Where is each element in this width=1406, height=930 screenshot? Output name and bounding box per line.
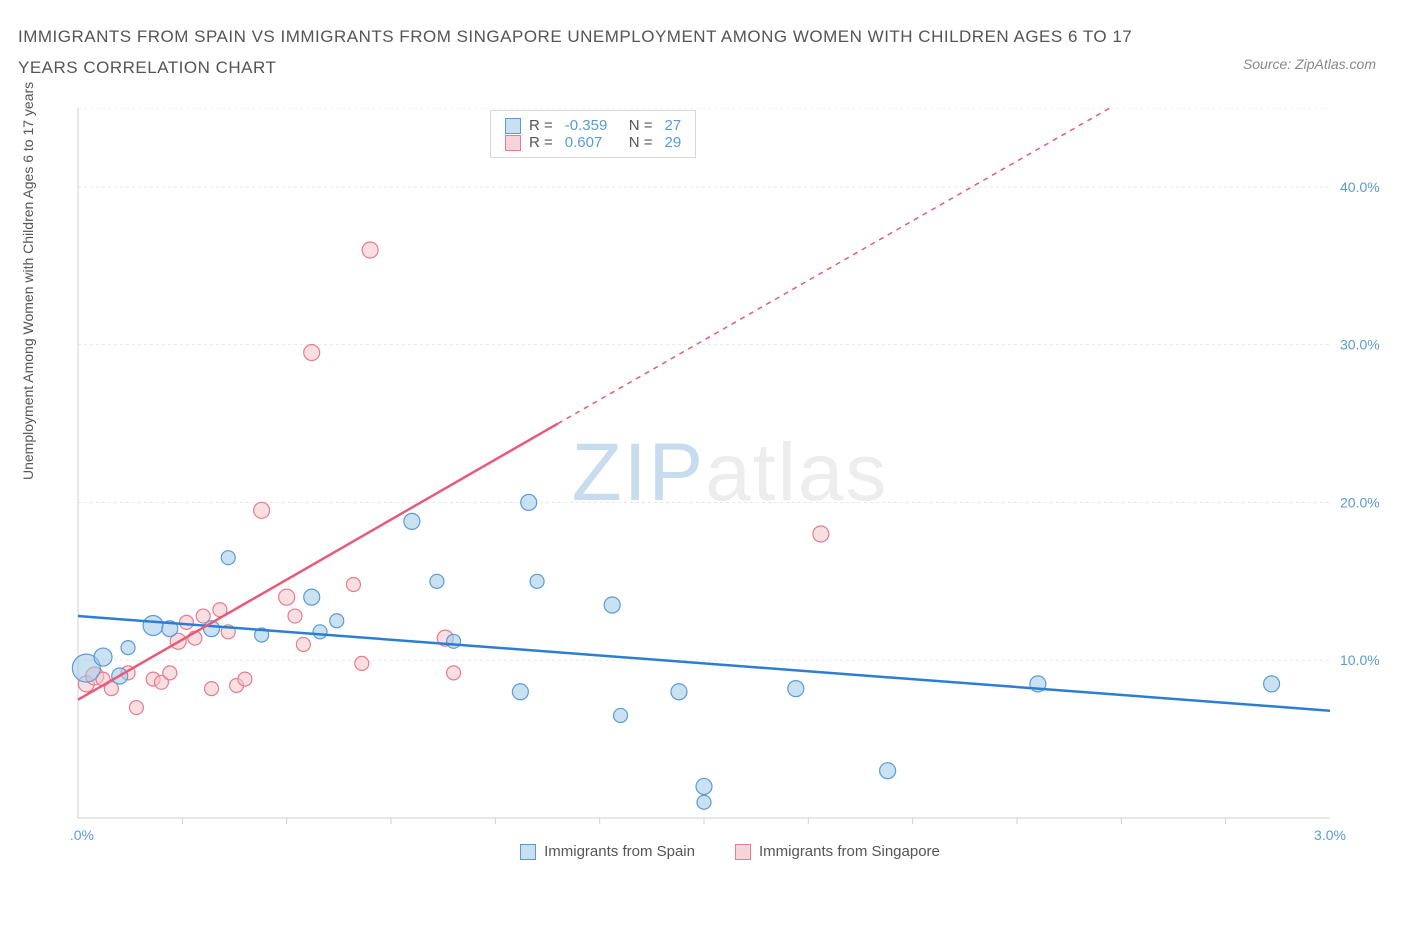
- legend-swatch: [505, 135, 521, 151]
- series-legend-label: Immigrants from Singapore: [759, 843, 940, 860]
- legend-r-value: 0.607: [565, 134, 621, 151]
- chart-title: IMMIGRANTS FROM SPAIN VS IMMIGRANTS FROM…: [18, 22, 1138, 83]
- scatter-plot: 10.0% 20.0% 30.0% 40.0% 0.0% 3.0%: [70, 108, 1390, 868]
- legend-swatch: [505, 118, 521, 134]
- series-legend-item: Immigrants from Spain: [520, 843, 695, 860]
- legend-n-label: N =: [629, 117, 653, 134]
- legend-r-label: R =: [529, 117, 553, 134]
- svg-text:20.0%: 20.0%: [1340, 494, 1380, 510]
- svg-text:3.0%: 3.0%: [1314, 827, 1346, 843]
- correlation-legend: R = -0.359 N = 27 R = 0.607 N = 29: [490, 110, 696, 158]
- source-label: Source: ZipAtlas.com: [1243, 22, 1376, 72]
- legend-r-label: R =: [529, 134, 553, 151]
- legend-swatch: [735, 844, 751, 860]
- legend-row: R = -0.359 N = 27: [505, 117, 681, 134]
- legend-n-value: 27: [665, 117, 682, 134]
- series-legend-label: Immigrants from Spain: [544, 843, 695, 860]
- chart-area: 10.0%20.0%30.0%40.0%0.0%3.0% ZIPatlas R …: [70, 108, 1390, 868]
- svg-text:10.0%: 10.0%: [1340, 652, 1380, 668]
- svg-text:40.0%: 40.0%: [1340, 179, 1380, 195]
- svg-text:0.0%: 0.0%: [70, 827, 94, 843]
- legend-r-value: -0.359: [565, 117, 621, 134]
- y-axis-label: Unemployment Among Women with Children A…: [20, 82, 36, 480]
- legend-row: R = 0.607 N = 29: [505, 134, 681, 151]
- legend-n-label: N =: [629, 134, 653, 151]
- svg-text:30.0%: 30.0%: [1340, 337, 1380, 353]
- series-legend-item: Immigrants from Singapore: [735, 843, 940, 860]
- series-legend: Immigrants from Spain Immigrants from Sin…: [70, 843, 1390, 860]
- legend-n-value: 29: [665, 134, 682, 151]
- legend-swatch: [520, 844, 536, 860]
